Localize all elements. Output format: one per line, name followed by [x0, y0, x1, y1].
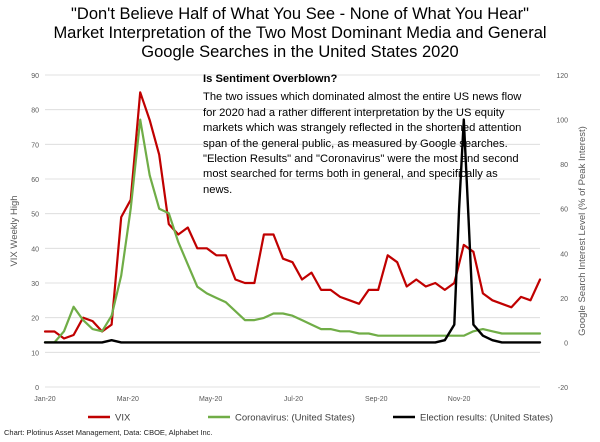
- y-right-axis-title: Google Search Interest Level (% of Peak …: [577, 126, 588, 336]
- x-tick-label: May-20: [199, 396, 222, 403]
- y-left-tick-label: 90: [31, 73, 39, 80]
- chart-title-line-3: Google Searches in the United States 202…: [141, 43, 459, 61]
- y-right-tick-label: 40: [560, 251, 568, 258]
- annotation-box: Is Sentiment Overblown? The two issues w…: [203, 72, 523, 198]
- annotation-body: The two issues which dominated almost th…: [203, 91, 522, 196]
- chart-title-line-1: "Don't Believe Half of What You See - No…: [71, 5, 529, 23]
- legend-label-election: Election results: (United States): [420, 413, 553, 424]
- y-right-tick-label: 0: [564, 340, 568, 347]
- legend-label-vix: VIX: [115, 413, 131, 424]
- x-tick-label: Mar-20: [117, 396, 139, 403]
- x-tick-label: Nov-20: [448, 396, 471, 403]
- y-right-tick-label: 80: [560, 162, 568, 169]
- annotation-heading: Is Sentiment Overblown?: [203, 73, 338, 85]
- y-left-axis-title: VIX Weekly High: [9, 195, 20, 266]
- x-tick-label: Jan-20: [34, 396, 56, 403]
- series-line-coronavirus: [43, 118, 542, 344]
- source-note: Chart: Plotinus Asset Management, Data: …: [4, 428, 213, 437]
- y-left-tick-label: 10: [31, 350, 39, 357]
- y-left-tick-label: 40: [31, 246, 39, 253]
- y-right-tick-label: 100: [556, 118, 568, 125]
- y-right-tick-label: 120: [556, 73, 568, 80]
- legend-label-coronavirus: Coronavirus: (United States): [235, 413, 355, 424]
- series-line-election: [43, 118, 542, 344]
- chart-title-line-2: Market Interpretation of the Two Most Do…: [53, 24, 547, 42]
- y-left-tick-label: 70: [31, 142, 39, 149]
- y-left-tick-label: 50: [31, 212, 39, 219]
- y-right-tick-label: 20: [560, 296, 568, 303]
- y-right-tick-label: -20: [558, 385, 568, 392]
- y-left-tick-label: 80: [31, 108, 39, 115]
- y-left-tick-label: 30: [31, 281, 39, 288]
- y-left-tick-label: 0: [35, 385, 39, 392]
- x-tick-label: Jul-20: [284, 396, 303, 403]
- x-tick-label: Sep-20: [365, 396, 388, 403]
- chart-title-block: "Don't Believe Half of What You See - No…: [0, 5, 600, 62]
- y-left-tick-label: 20: [31, 316, 39, 323]
- y-right-tick-label: 60: [560, 207, 568, 214]
- y-left-tick-label: 60: [31, 177, 39, 184]
